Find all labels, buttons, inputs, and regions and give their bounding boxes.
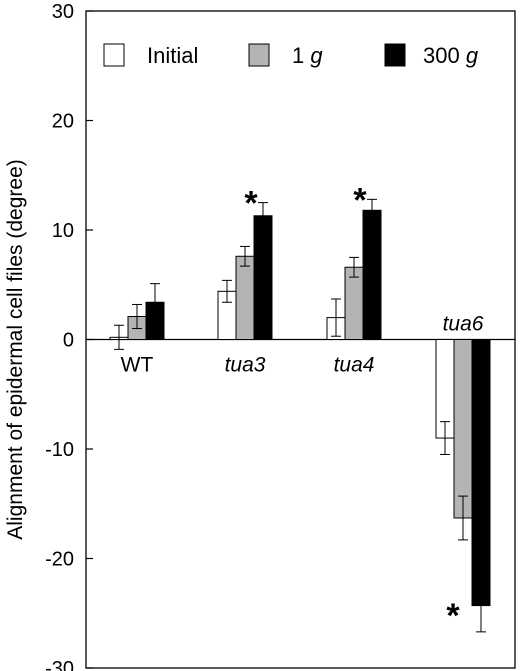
y-tick-label: -30 <box>45 658 74 671</box>
significance-star: * <box>446 597 460 635</box>
y-tick-label: 0 <box>63 330 74 352</box>
legend-label: 300 g <box>423 43 479 68</box>
legend-label: 1 g <box>292 43 323 68</box>
y-tick-label: 20 <box>52 111 74 133</box>
y-tick-label: -10 <box>45 439 74 461</box>
category-label: tua3 <box>225 354 266 377</box>
category-label: tua4 <box>334 354 375 377</box>
bar-1-g <box>344 266 364 341</box>
legend-swatch <box>248 43 270 67</box>
legend-label: Initial <box>147 43 198 68</box>
category-label: WT <box>121 354 154 377</box>
legend-swatch <box>103 43 125 67</box>
bar-1-g <box>235 255 255 340</box>
category-label: tua6 <box>443 313 484 336</box>
y-tick-label: 10 <box>52 220 74 242</box>
legend-swatch <box>384 43 406 67</box>
bar-300-g <box>253 215 273 340</box>
y-tick-label: -20 <box>45 549 74 571</box>
y-tick-label: 30 <box>52 1 74 23</box>
plot-area: -30 -20 -10 0 10 20 30 Alignment of epidermal c… <box>4 1 516 671</box>
significance-star: * <box>353 181 367 219</box>
bar-1-g <box>453 339 473 519</box>
bar-300-g <box>362 209 382 340</box>
bar-300-g <box>471 339 491 607</box>
y-axis-label: Alignment of epidermal cell files (degre… <box>4 159 27 540</box>
significance-star: * <box>244 185 258 223</box>
